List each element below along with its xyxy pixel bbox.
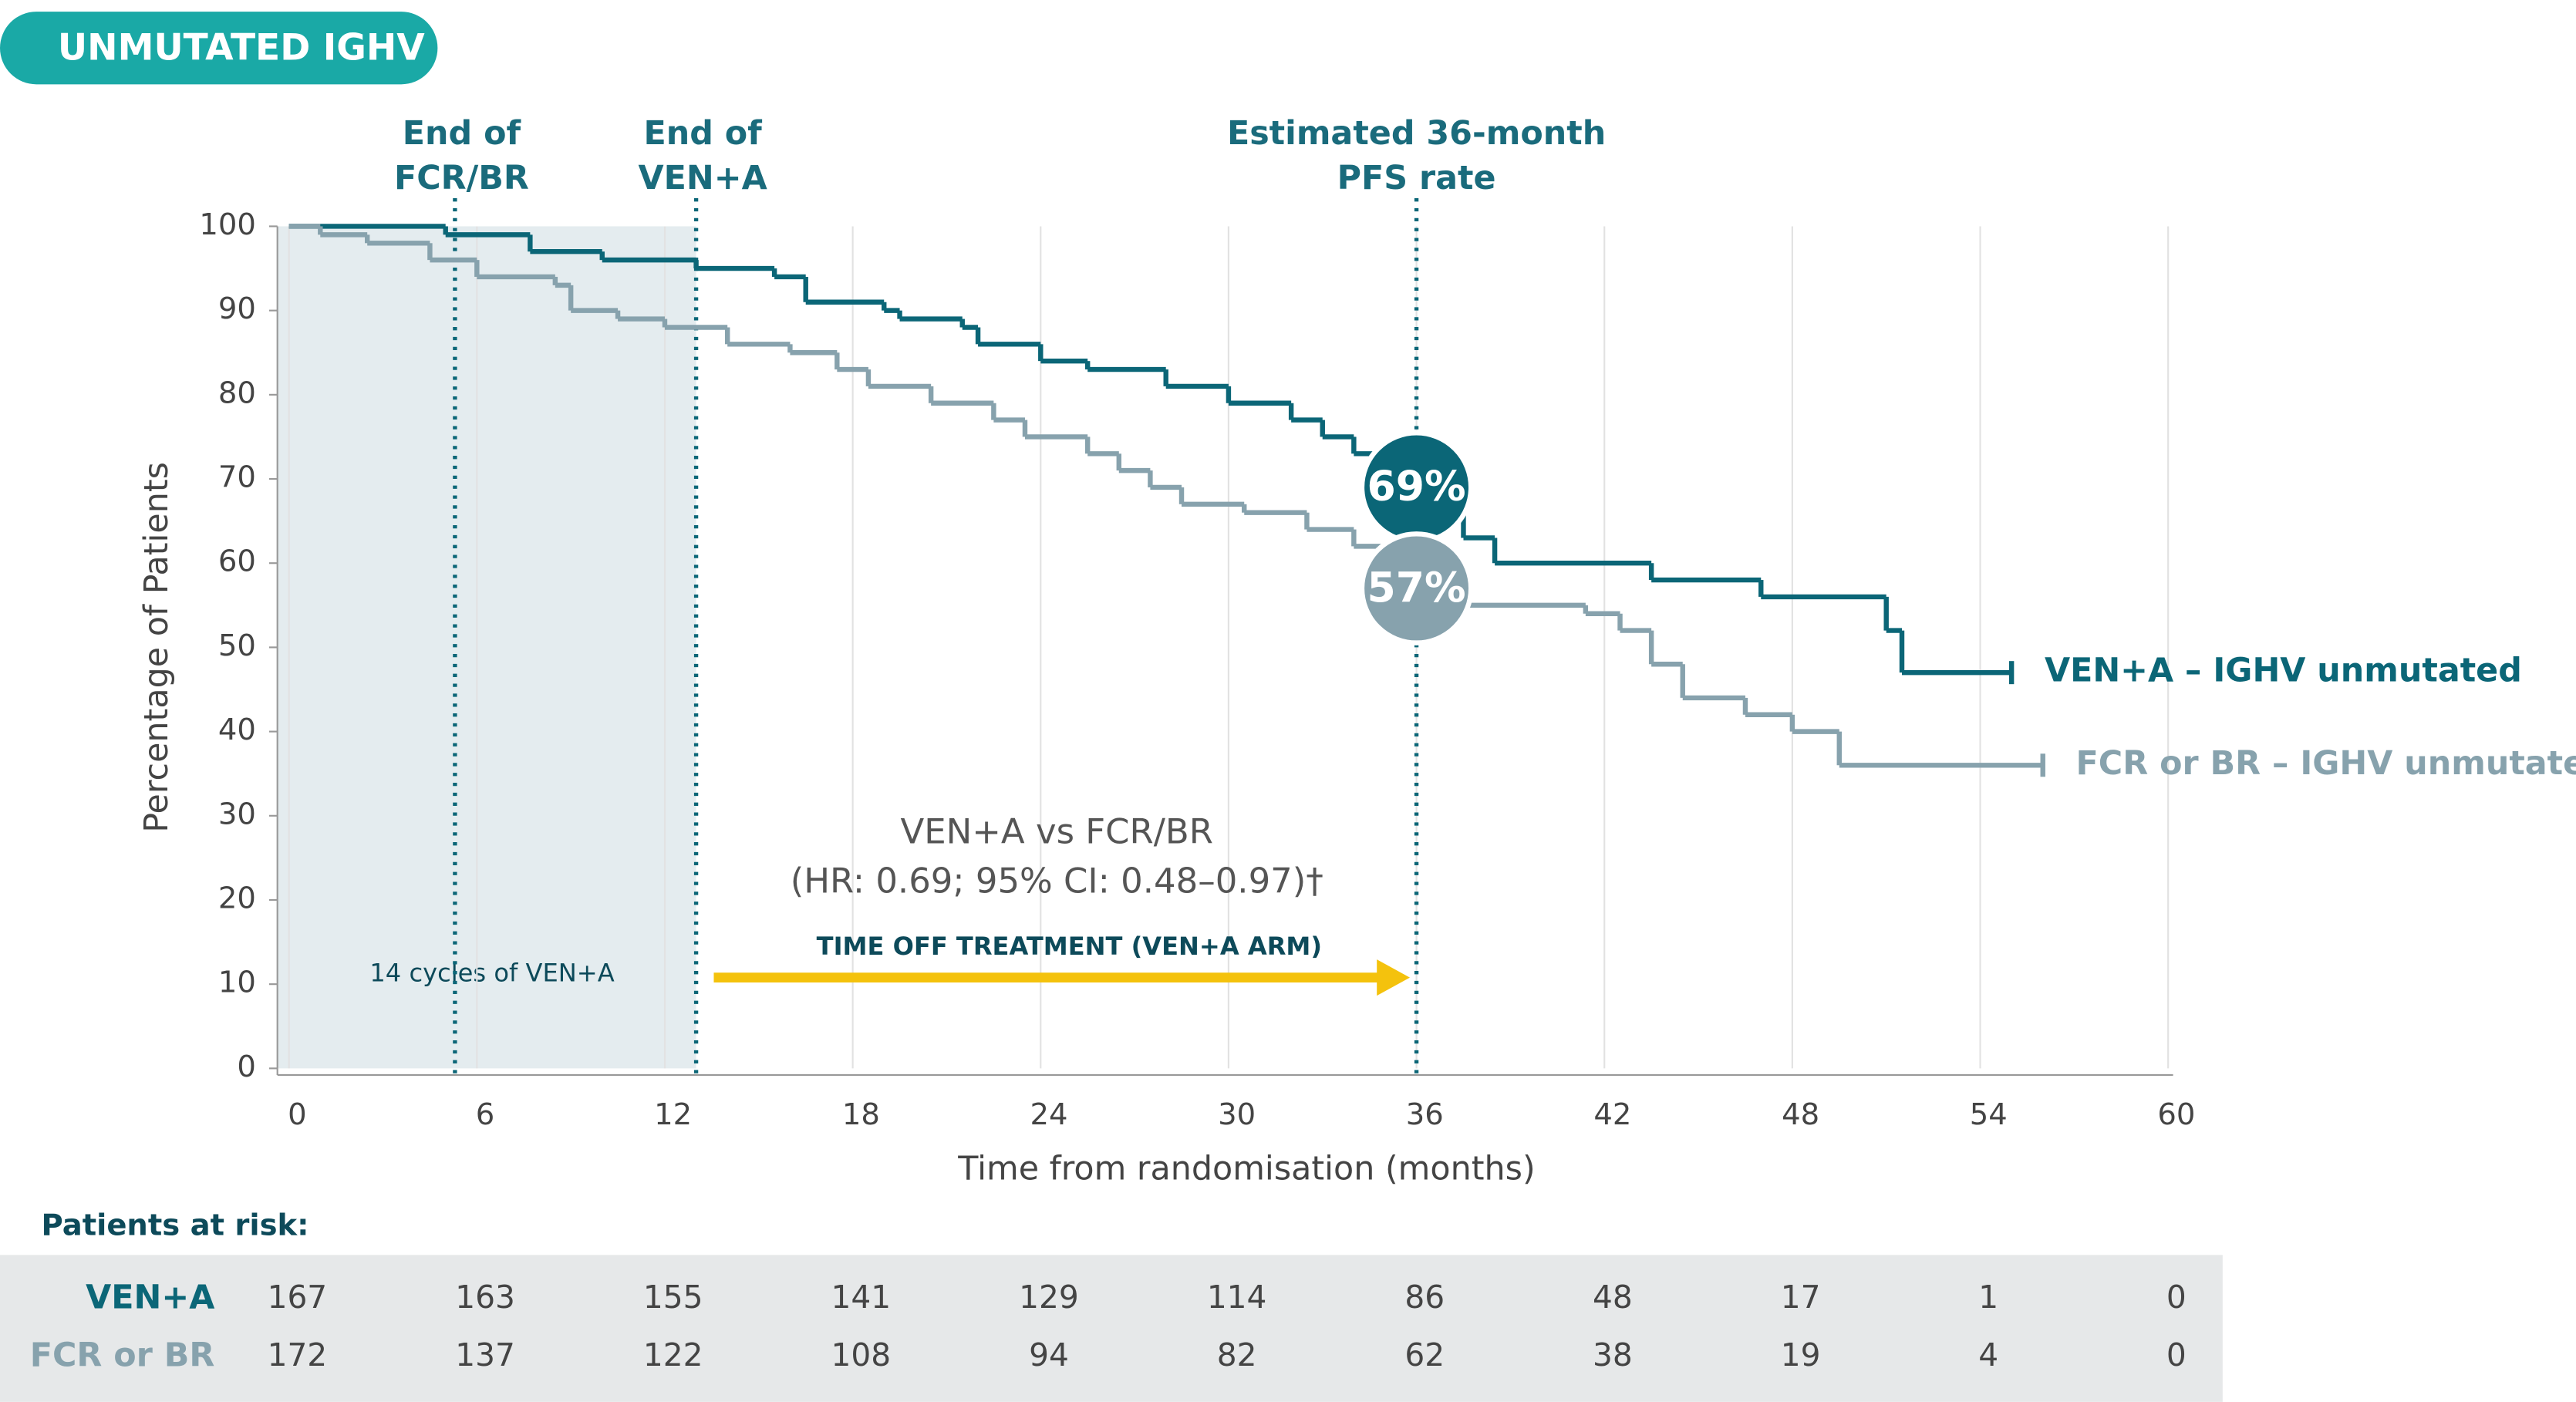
risk-table-bg	[0, 1255, 2223, 1402]
x-tick-label: 54	[1970, 1097, 2008, 1132]
hr-text: VEN+A vs FCR/BR	[900, 811, 1213, 851]
risk-value: 94	[1029, 1336, 1069, 1373]
y-tick-label: 70	[218, 460, 256, 495]
risk-value: 38	[1593, 1336, 1633, 1373]
risk-value: 108	[831, 1336, 892, 1373]
risk-value: 48	[1593, 1279, 1633, 1316]
y-tick-label: 40	[218, 713, 256, 747]
risk-table-title: Patients at risk:	[42, 1208, 309, 1242]
x-tick-label: 6	[476, 1097, 495, 1132]
x-tick-label: 42	[1593, 1097, 1631, 1132]
risk-value: 82	[1217, 1336, 1257, 1373]
risk-value: 155	[643, 1279, 703, 1316]
risk-row-name: VEN+A	[86, 1279, 214, 1317]
risk-value: 4	[1978, 1336, 1998, 1373]
y-tick-label: 10	[218, 966, 256, 1000]
shade-label: 14 cycles of VEN+A	[369, 958, 614, 987]
marker-label: PFS rate	[1337, 159, 1496, 197]
risk-value: 137	[455, 1336, 515, 1373]
marker-label: End of	[403, 114, 521, 153]
hr-text: (HR: 0.69; 95% CI: 0.48–0.97)†	[791, 861, 1323, 902]
risk-value: 163	[455, 1279, 515, 1316]
estimate-badge	[1359, 531, 1474, 645]
arrow-head	[1377, 959, 1411, 996]
risk-value: 62	[1404, 1336, 1445, 1373]
risk-value: 0	[2166, 1336, 2187, 1373]
y-tick-label: 80	[218, 376, 256, 410]
x-tick-label: 48	[1782, 1097, 1819, 1132]
risk-value: 172	[268, 1336, 328, 1373]
series-line	[288, 224, 2015, 685]
y-tick-label: 60	[218, 544, 256, 579]
risk-value: 86	[1404, 1279, 1445, 1316]
x-tick-label: 12	[654, 1097, 692, 1132]
estimate-label: 69%	[1367, 462, 1466, 511]
x-tick-label: 24	[1030, 1097, 1067, 1132]
y-axis-title: Percentage of Patients	[137, 462, 176, 833]
badge-bg	[0, 12, 438, 85]
risk-value: 1	[1978, 1279, 1998, 1316]
y-tick-label: 50	[218, 629, 256, 663]
x-axis-title: Time from randomisation (months)	[957, 1150, 1535, 1188]
legend-label: FCR or BR – IGHV unmutated	[2076, 744, 2576, 783]
y-tick-label: 20	[218, 881, 256, 915]
risk-value: 122	[643, 1336, 703, 1373]
y-tick-label: 0	[237, 1050, 256, 1084]
risk-value: 114	[1207, 1279, 1267, 1316]
risk-value: 17	[1781, 1279, 1821, 1316]
y-tick-label: 30	[218, 797, 256, 831]
y-tick-label: 100	[199, 207, 256, 242]
risk-row-name: FCR or BR	[30, 1336, 215, 1375]
risk-value: 167	[268, 1279, 328, 1316]
x-tick-label: 60	[2157, 1097, 2195, 1132]
marker-label: End of	[643, 114, 762, 153]
y-tick-label: 90	[218, 292, 256, 326]
series-line	[288, 224, 2045, 777]
marker-label: FCR/BR	[394, 159, 529, 197]
risk-value: 141	[831, 1279, 892, 1316]
marker-label: VEN+A	[639, 159, 767, 197]
legend-label: VEN+A – IGHV unmutated	[2045, 652, 2522, 690]
arrow-label: TIME OFF TREATMENT (VEN+A ARM)	[817, 932, 1322, 961]
treatment-shade	[277, 226, 696, 1069]
risk-value: 129	[1019, 1279, 1079, 1316]
x-tick-label: 36	[1406, 1097, 1444, 1132]
x-tick-label: 18	[842, 1097, 880, 1132]
risk-value: 19	[1781, 1336, 1821, 1373]
x-tick-label: 30	[1218, 1097, 1256, 1132]
risk-value: 0	[2166, 1279, 2187, 1316]
x-tick-label: 0	[288, 1097, 307, 1132]
estimate-label: 57%	[1367, 563, 1466, 612]
badge-text: UNMUTATED IGHV	[58, 26, 425, 69]
marker-label: Estimated 36-month	[1227, 114, 1606, 153]
